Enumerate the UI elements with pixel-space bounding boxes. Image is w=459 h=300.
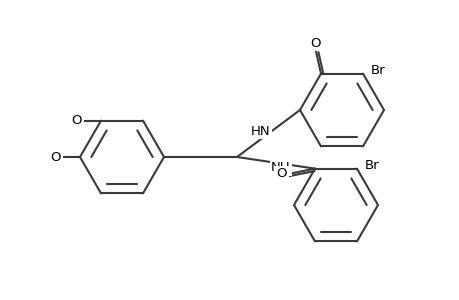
Text: O: O [50,151,61,164]
Text: Br: Br [364,159,379,172]
Text: O: O [310,37,320,50]
Text: HN: HN [250,125,270,138]
Text: O: O [276,167,286,180]
Text: O: O [72,114,82,127]
Text: NH: NH [271,161,290,174]
Text: Br: Br [370,64,385,77]
